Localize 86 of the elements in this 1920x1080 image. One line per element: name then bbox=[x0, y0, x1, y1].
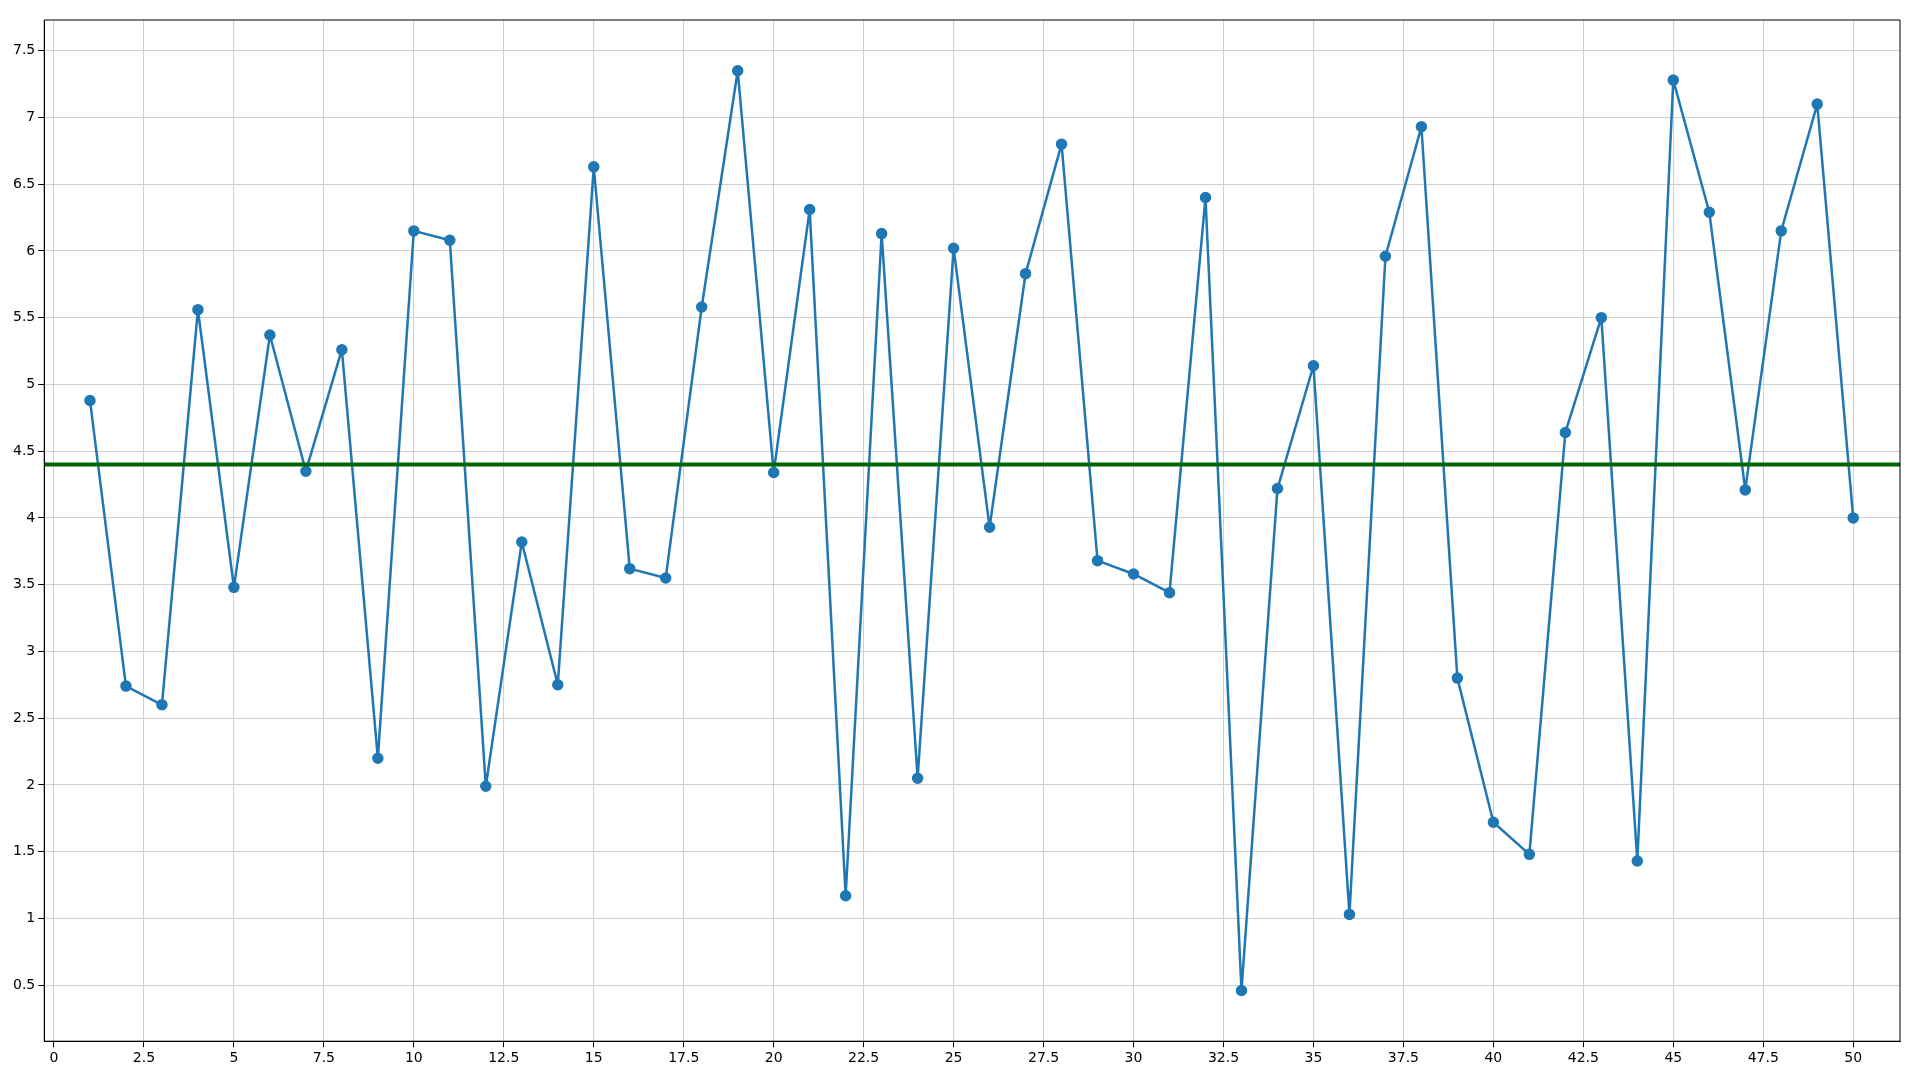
x-tick-label: 35 bbox=[1304, 1049, 1323, 1066]
x-tick-label: 47.5 bbox=[1747, 1049, 1779, 1066]
x-tick-label: 7.5 bbox=[312, 1049, 335, 1066]
point bbox=[516, 536, 528, 548]
y-tick-label: 2 bbox=[26, 775, 36, 792]
x-tick-label: 22.5 bbox=[848, 1049, 880, 1066]
y-tick-label: 3 bbox=[26, 642, 36, 659]
point bbox=[1631, 855, 1644, 867]
y-tick-label: 4 bbox=[26, 508, 36, 525]
y-tick-label: 5 bbox=[26, 375, 36, 392]
x-tick-label: 32.5 bbox=[1207, 1049, 1240, 1066]
point bbox=[1667, 74, 1680, 86]
point bbox=[1523, 848, 1536, 861]
point bbox=[264, 329, 276, 341]
point bbox=[1235, 984, 1248, 997]
point bbox=[192, 303, 204, 316]
y-tick-label: 4.5 bbox=[13, 441, 36, 458]
point bbox=[1451, 672, 1464, 684]
y-tick-label: 0.5 bbox=[13, 975, 36, 992]
point bbox=[1019, 267, 1032, 280]
point bbox=[120, 680, 132, 692]
point bbox=[372, 752, 384, 764]
point bbox=[839, 889, 852, 902]
point bbox=[480, 780, 492, 792]
point bbox=[444, 234, 456, 247]
y-tick-label: 7 bbox=[26, 108, 36, 125]
point bbox=[1271, 482, 1284, 495]
point bbox=[1055, 138, 1068, 150]
x-tick-label: 17.5 bbox=[668, 1049, 700, 1066]
y-tick-label: 3.5 bbox=[13, 575, 36, 592]
point bbox=[1847, 512, 1859, 524]
point bbox=[911, 772, 924, 784]
point bbox=[1739, 484, 1752, 496]
y-tick-label: 2.5 bbox=[13, 708, 36, 725]
point bbox=[336, 343, 348, 356]
x-tick-label: 2.5 bbox=[132, 1049, 156, 1066]
y-tick-label: 6.5 bbox=[13, 174, 36, 191]
y-tick-label: 5.5 bbox=[13, 308, 36, 325]
point bbox=[1775, 225, 1787, 237]
point bbox=[408, 225, 420, 237]
x-tick-label: 10 bbox=[404, 1049, 423, 1066]
point bbox=[1703, 206, 1716, 218]
point bbox=[1163, 586, 1176, 599]
point bbox=[1379, 250, 1392, 263]
point bbox=[1811, 98, 1823, 110]
x-tick-label: 27.5 bbox=[1027, 1049, 1060, 1066]
x-tick-label: 42.5 bbox=[1567, 1049, 1599, 1066]
point bbox=[1307, 359, 1320, 372]
point bbox=[588, 161, 600, 173]
x-tick-label: 20 bbox=[764, 1049, 783, 1066]
point bbox=[1415, 121, 1428, 133]
x-tick-label: 45 bbox=[1664, 1049, 1683, 1066]
point bbox=[156, 699, 168, 711]
x-tick-label: 40 bbox=[1484, 1049, 1503, 1066]
point bbox=[695, 301, 708, 313]
point bbox=[1091, 554, 1104, 567]
x-tick-label: 12.5 bbox=[488, 1049, 520, 1066]
point bbox=[947, 242, 960, 255]
y-tick-label: 7.5 bbox=[13, 41, 36, 58]
point bbox=[623, 562, 636, 575]
x-tick-label: 30 bbox=[1124, 1049, 1143, 1066]
x-tick-label: 50 bbox=[1844, 1049, 1863, 1066]
point bbox=[875, 227, 888, 240]
point bbox=[1199, 191, 1212, 204]
x-tick-label: 15 bbox=[584, 1049, 603, 1066]
y-tick-label: 6 bbox=[26, 241, 36, 258]
point bbox=[659, 572, 672, 584]
point bbox=[228, 581, 240, 594]
point bbox=[1343, 908, 1356, 921]
point bbox=[1595, 311, 1608, 324]
point bbox=[1559, 426, 1572, 439]
point bbox=[1487, 816, 1500, 829]
x-tick-label: 25 bbox=[944, 1049, 963, 1066]
point bbox=[300, 465, 312, 477]
y-tick-label: 1.5 bbox=[13, 842, 36, 859]
point bbox=[803, 203, 816, 216]
y-tick-label: 1 bbox=[26, 909, 36, 926]
x-tick-label: 5 bbox=[229, 1049, 239, 1066]
point bbox=[1127, 568, 1140, 580]
point bbox=[767, 466, 780, 479]
point bbox=[983, 521, 996, 534]
point bbox=[84, 394, 96, 407]
point bbox=[731, 64, 744, 77]
x-tick-label: 37.5 bbox=[1387, 1049, 1419, 1066]
point bbox=[552, 679, 564, 691]
x-tick-label: 0 bbox=[49, 1049, 59, 1066]
